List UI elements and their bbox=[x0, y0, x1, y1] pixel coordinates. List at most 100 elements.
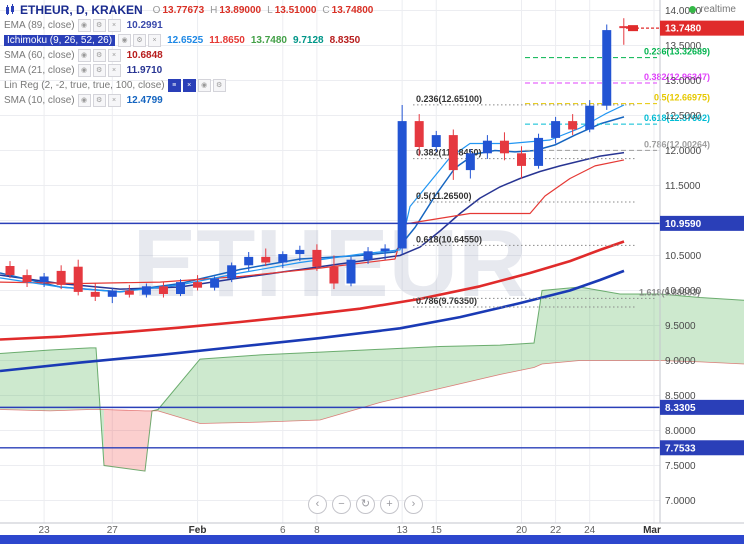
eye-icon[interactable]: ◉ bbox=[197, 79, 211, 92]
svg-text:15: 15 bbox=[431, 525, 443, 535]
candle bbox=[397, 121, 407, 249]
svg-text:0.5(12.66975): 0.5(12.66975) bbox=[654, 93, 710, 103]
zoom-in-button[interactable]: + bbox=[380, 495, 399, 514]
svg-text:8.3305: 8.3305 bbox=[665, 403, 696, 414]
time-axis[interactable]: 23 27 Feb 6 8 13 15 20 22 24 Mar bbox=[39, 525, 661, 535]
indicator-label[interactable]: Ichimoku (9, 26, 52, 26) bbox=[4, 35, 116, 46]
gear-icon[interactable]: ⚙ bbox=[92, 49, 106, 62]
close-icon[interactable]: × bbox=[107, 94, 121, 107]
candle bbox=[107, 290, 117, 297]
axis-price-badge[interactable] bbox=[660, 440, 744, 456]
svg-text:13.5000: 13.5000 bbox=[665, 41, 702, 52]
candle bbox=[210, 278, 220, 288]
axis-price-badge[interactable] bbox=[660, 399, 744, 415]
svg-text:8.0000: 8.0000 bbox=[665, 426, 696, 437]
price-axis[interactable]: 14.0000 13.5000 13.0000 12.5000 12.0000 11.50… bbox=[660, 6, 744, 507]
candle bbox=[465, 153, 475, 171]
indicator-label[interactable]: EMA (89, close) bbox=[4, 20, 75, 31]
candle bbox=[244, 256, 254, 266]
svg-text:22: 22 bbox=[550, 525, 562, 535]
close-icon[interactable]: × bbox=[148, 34, 162, 47]
indicator-label[interactable]: SMA (10, close) bbox=[4, 95, 75, 106]
zoom-out-button[interactable]: − bbox=[332, 495, 351, 514]
close-icon[interactable]: × bbox=[182, 79, 196, 92]
svg-text:8: 8 bbox=[314, 525, 320, 535]
svg-text:7.7533: 7.7533 bbox=[665, 443, 696, 454]
indicator-row-ema89: EMA (89, close) ◉ ⚙ × 10.2991 bbox=[4, 18, 373, 33]
svg-text:27: 27 bbox=[107, 525, 119, 535]
scroll-left-button[interactable]: ‹ bbox=[308, 495, 327, 514]
axis-price-badge[interactable] bbox=[660, 215, 744, 231]
ohlc-high: 13.89000 bbox=[219, 4, 262, 16]
candle bbox=[22, 275, 32, 283]
indicator-controls: ◉ ⚙ × bbox=[77, 49, 121, 62]
indicator-controls: ◉ ⚙ × bbox=[77, 19, 121, 32]
candle bbox=[585, 105, 595, 130]
svg-text:7.0000: 7.0000 bbox=[665, 496, 696, 507]
candle bbox=[534, 137, 544, 166]
svg-text:24: 24 bbox=[584, 525, 596, 535]
svg-text:10.5000: 10.5000 bbox=[665, 251, 702, 262]
indicator-values: 12.4799 bbox=[126, 95, 163, 106]
axis-price-badge[interactable] bbox=[660, 20, 744, 36]
svg-text:0.382(12.96347): 0.382(12.96347) bbox=[644, 72, 710, 82]
svg-text:8.5000: 8.5000 bbox=[665, 391, 696, 402]
indicator-label[interactable]: EMA (21, close) bbox=[4, 65, 75, 76]
overlay-line-sma60 bbox=[0, 240, 625, 341]
indicator-row-linreg: Lin Reg (2, -2, true, true, 100, close) … bbox=[4, 78, 373, 93]
close-icon[interactable]: × bbox=[107, 19, 121, 32]
ohlc-open: 13.77673 bbox=[162, 4, 205, 16]
close-icon[interactable]: × bbox=[107, 64, 121, 77]
eye-icon[interactable]: ◉ bbox=[77, 49, 91, 62]
symbol-title[interactable]: ETHEUR, D, KRAKEN bbox=[20, 3, 143, 17]
svg-text:1.618(9.88683): 1.618(9.88683) bbox=[639, 287, 700, 297]
gear-icon[interactable]: ⚙ bbox=[133, 34, 147, 47]
indicator-label[interactable]: SMA (60, close) bbox=[4, 50, 75, 61]
svg-text:11.5000: 11.5000 bbox=[665, 181, 701, 192]
list-icon[interactable]: ≡ bbox=[167, 79, 181, 92]
reset-view-button[interactable]: ↻ bbox=[356, 495, 375, 514]
eye-icon[interactable]: ◉ bbox=[77, 64, 91, 77]
ohlc-label: O bbox=[152, 4, 161, 16]
eye-icon[interactable]: ◉ bbox=[118, 34, 132, 47]
candle bbox=[5, 266, 15, 276]
indicator-row-ema21: EMA (21, close) ◉ ⚙ × 11.9710 bbox=[4, 63, 373, 78]
svg-text:13.0000: 13.0000 bbox=[665, 76, 702, 87]
chart-nav-buttons: ‹ − ↻ + › bbox=[308, 495, 423, 514]
watermark: ETHEUR bbox=[133, 210, 528, 317]
svg-text:10.0000: 10.0000 bbox=[665, 286, 702, 297]
bottom-bar bbox=[0, 535, 744, 544]
svg-text:0.236(13.32689): 0.236(13.32689) bbox=[644, 47, 710, 57]
candle bbox=[499, 140, 509, 154]
svg-text:20: 20 bbox=[516, 525, 528, 535]
indicator-label[interactable]: Lin Reg (2, -2, true, true, 100, close) bbox=[4, 80, 165, 91]
gear-icon[interactable]: ⚙ bbox=[212, 79, 226, 92]
close-icon[interactable]: × bbox=[107, 49, 121, 62]
indicator-row-sma60: SMA (60, close) ◉ ⚙ × 10.6848 bbox=[4, 48, 373, 63]
indicator-values: 12.6525 11.8650 13.7480 9.7128 8.8350 bbox=[167, 35, 361, 46]
gear-icon[interactable]: ⚙ bbox=[92, 19, 106, 32]
svg-text:10.9590: 10.9590 bbox=[665, 219, 702, 230]
candlestick-icon bbox=[4, 4, 16, 16]
eye-icon[interactable]: ◉ bbox=[77, 94, 91, 107]
fib-retracement-left[interactable]: 0.236(12.65100) 0.382(11.88450) 0.5(11.265… bbox=[413, 94, 636, 308]
gear-icon[interactable]: ⚙ bbox=[92, 94, 106, 107]
svg-text:0.382(11.88450): 0.382(11.88450) bbox=[416, 148, 482, 158]
svg-text:13: 13 bbox=[397, 525, 409, 535]
eye-icon[interactable]: ◉ bbox=[77, 19, 91, 32]
svg-text:12.5000: 12.5000 bbox=[665, 111, 702, 122]
candle bbox=[278, 254, 288, 263]
svg-text:0.618(12.37602): 0.618(12.37602) bbox=[644, 113, 710, 123]
candle bbox=[363, 251, 373, 260]
candle bbox=[448, 135, 458, 171]
svg-text:0.786(9.76350): 0.786(9.76350) bbox=[416, 296, 477, 306]
indicator-controls: ◉ ⚙ × bbox=[118, 34, 162, 47]
indicator-controls: ◉ ⚙ × bbox=[77, 94, 121, 107]
svg-text:Mar: Mar bbox=[643, 525, 661, 535]
gear-icon[interactable]: ⚙ bbox=[92, 64, 106, 77]
scroll-right-button[interactable]: › bbox=[404, 495, 423, 514]
